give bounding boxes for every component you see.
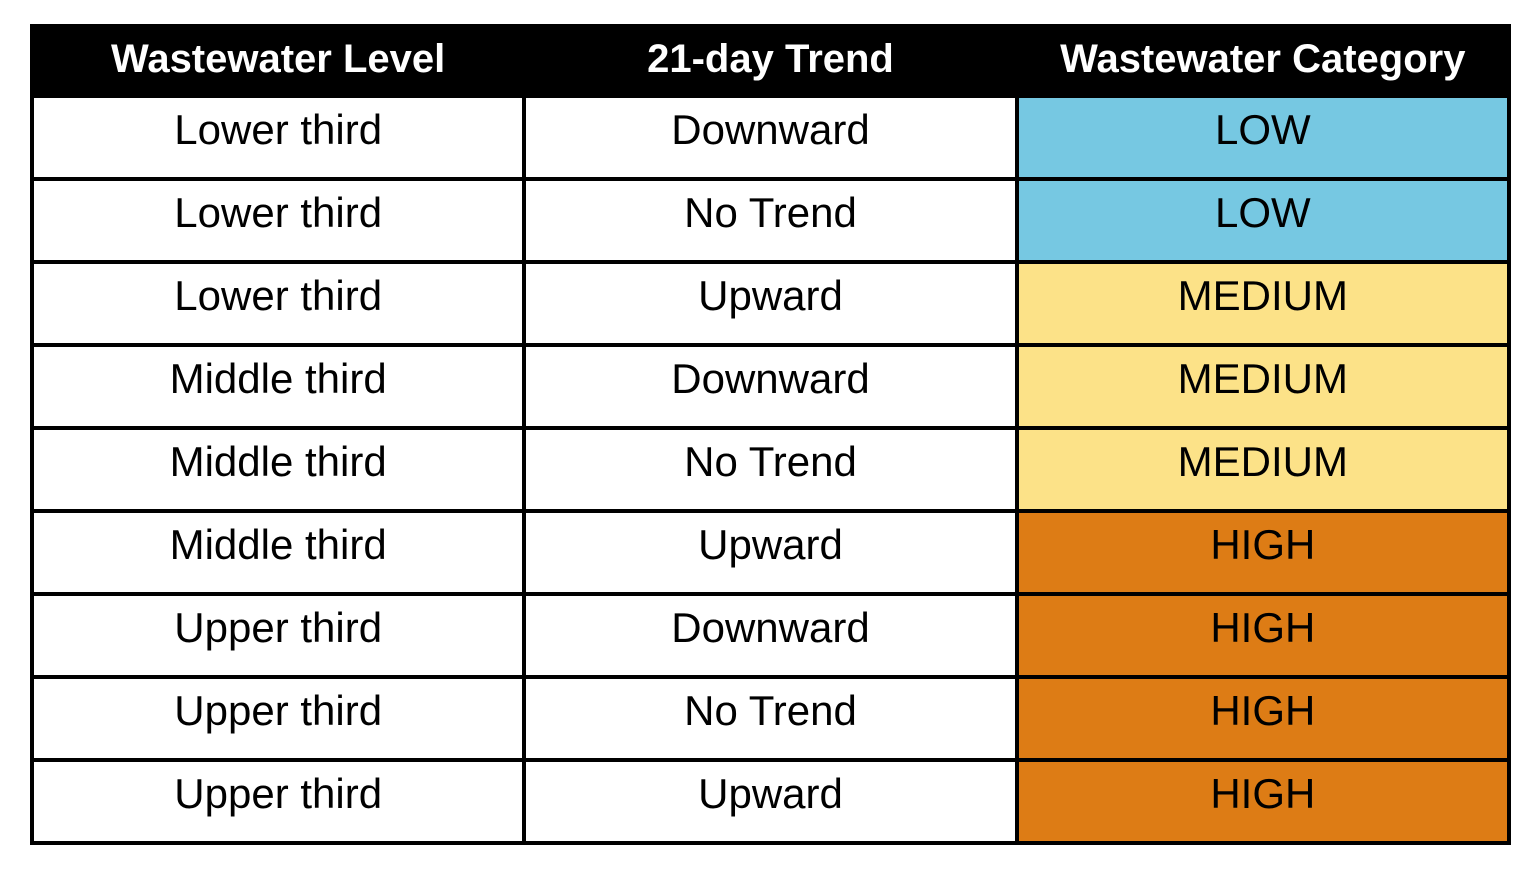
trend-cell: No Trend: [522, 426, 1019, 513]
table-row: Lower third No Trend LOW: [29, 177, 1512, 264]
table-row: Lower third Upward MEDIUM: [29, 260, 1512, 347]
category-cell: HIGH: [1014, 592, 1512, 679]
category-cell: MEDIUM: [1014, 260, 1512, 347]
header-wastewater-level: Wastewater Level: [29, 24, 527, 98]
table-row: Middle third Downward MEDIUM: [29, 343, 1512, 430]
level-cell: Middle third: [29, 509, 527, 596]
table-row: Middle third No Trend MEDIUM: [29, 426, 1512, 513]
category-cell: HIGH: [1014, 675, 1512, 762]
header-row: Wastewater Level 21-day Trend Wastewater…: [29, 24, 1512, 98]
table-body: Lower third Downward LOW Lower third No Tren…: [29, 94, 1512, 845]
level-cell: Upper third: [29, 592, 527, 679]
trend-cell: No Trend: [522, 177, 1019, 264]
wastewater-category-table: Wastewater Level 21-day Trend Wastewater…: [29, 24, 1512, 845]
category-cell: LOW: [1014, 94, 1512, 181]
trend-cell: Downward: [522, 592, 1019, 679]
table-row: Upper third Upward HIGH: [29, 758, 1512, 845]
trend-cell: Upward: [522, 260, 1019, 347]
level-cell: Lower third: [29, 260, 527, 347]
level-cell: Middle third: [29, 426, 527, 513]
trend-cell: Downward: [522, 94, 1019, 181]
trend-cell: No Trend: [522, 675, 1019, 762]
header-wastewater-category: Wastewater Category: [1014, 24, 1512, 98]
category-cell: LOW: [1014, 177, 1512, 264]
level-cell: Lower third: [29, 177, 527, 264]
category-cell: HIGH: [1014, 509, 1512, 596]
trend-cell: Downward: [522, 343, 1019, 430]
category-cell: HIGH: [1014, 758, 1512, 845]
level-cell: Upper third: [29, 675, 527, 762]
category-cell: MEDIUM: [1014, 343, 1512, 430]
table-row: Lower third Downward LOW: [29, 94, 1512, 181]
table-row: Middle third Upward HIGH: [29, 509, 1512, 596]
header-21-day-trend: 21-day Trend: [522, 24, 1019, 98]
trend-cell: Upward: [522, 509, 1019, 596]
category-cell: MEDIUM: [1014, 426, 1512, 513]
table-row: Upper third Downward HIGH: [29, 592, 1512, 679]
level-cell: Upper third: [29, 758, 527, 845]
trend-cell: Upward: [522, 758, 1019, 845]
level-cell: Lower third: [29, 94, 527, 181]
table-header: Wastewater Level 21-day Trend Wastewater…: [29, 24, 1512, 98]
level-cell: Middle third: [29, 343, 527, 430]
table-row: Upper third No Trend HIGH: [29, 675, 1512, 762]
